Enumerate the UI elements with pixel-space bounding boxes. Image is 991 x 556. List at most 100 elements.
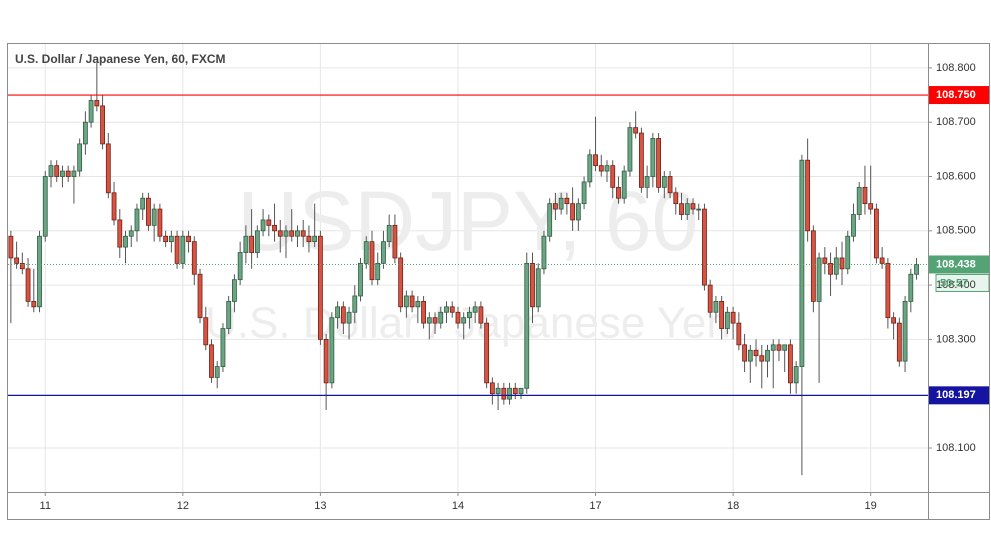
candle-body xyxy=(530,262,535,308)
candle-body xyxy=(610,165,616,188)
candle-body xyxy=(88,100,94,123)
x-tick-label: 17 xyxy=(589,500,601,512)
candle-body xyxy=(191,241,197,275)
candle-body xyxy=(77,143,83,172)
candle-body xyxy=(862,186,868,205)
candle-body xyxy=(507,387,512,400)
x-tick-label: 14 xyxy=(452,500,464,512)
candle-body xyxy=(197,273,203,319)
candle-body xyxy=(782,344,788,351)
candle-body xyxy=(564,197,570,205)
candle-body xyxy=(673,192,679,205)
candle-body xyxy=(25,268,31,302)
candle-body xyxy=(667,176,673,194)
candle-body xyxy=(71,170,77,177)
candle-body xyxy=(547,203,553,237)
candle-body xyxy=(426,317,432,324)
y-tick-label: 108.100 xyxy=(936,442,976,454)
candle-body xyxy=(266,219,272,226)
candle-body xyxy=(128,230,134,237)
candle-body xyxy=(822,257,828,264)
level-box xyxy=(929,86,989,105)
candle-body xyxy=(272,224,277,232)
frame xyxy=(7,43,990,520)
candle-body xyxy=(461,317,467,324)
candle-body xyxy=(570,203,576,221)
candle-body xyxy=(495,387,501,395)
candle-body xyxy=(300,230,306,237)
candle-body xyxy=(593,154,598,167)
y-tick-label: 108.500 xyxy=(936,225,976,237)
candle-body xyxy=(415,300,421,308)
candle-body xyxy=(335,306,341,319)
candle-body xyxy=(535,268,541,308)
candle-body xyxy=(489,382,495,395)
candle-body xyxy=(363,241,369,264)
candle-body xyxy=(186,235,191,243)
candle-body xyxy=(587,154,593,183)
candle-body xyxy=(8,235,14,259)
candle-body xyxy=(134,208,140,232)
y-tick-label: 108.600 xyxy=(936,170,976,182)
candle-body xyxy=(707,284,713,313)
candle-body xyxy=(656,138,661,188)
candle-body xyxy=(42,176,48,237)
x-tick-label: 19 xyxy=(865,500,877,512)
candle-body xyxy=(386,224,392,243)
candle-body xyxy=(100,105,105,145)
candle-body xyxy=(621,170,627,199)
candle-body xyxy=(421,300,426,324)
candle-body xyxy=(598,165,604,172)
candle-body xyxy=(277,230,283,237)
candle-body xyxy=(254,230,260,253)
candle-body xyxy=(283,230,289,237)
candle-body xyxy=(168,235,174,243)
candle-body xyxy=(323,339,329,384)
candle-body xyxy=(82,121,88,145)
candle-body xyxy=(19,262,25,270)
candle-body xyxy=(48,165,54,177)
y-tick-label: 108.400 xyxy=(936,279,976,291)
watermark-name: U.S. Dollar / Japanese Yen xyxy=(205,299,731,348)
candle-body xyxy=(885,262,891,319)
overlay xyxy=(8,86,990,405)
candle-body xyxy=(54,165,60,177)
candle-body xyxy=(793,366,799,384)
candle-body xyxy=(724,311,730,329)
candle-body xyxy=(742,344,747,362)
candle-body xyxy=(765,349,770,362)
candle-body xyxy=(31,300,37,308)
candle-body xyxy=(719,300,725,329)
candle-body xyxy=(432,317,438,324)
candle-body xyxy=(226,300,232,329)
last-price-label: 108.438 xyxy=(936,258,976,270)
candle-body xyxy=(679,203,684,215)
candle-body xyxy=(237,252,243,281)
candle-body xyxy=(524,262,530,389)
grid xyxy=(8,44,932,496)
level-label: 108.750 xyxy=(936,89,976,101)
candle-body xyxy=(65,170,71,177)
candle-body xyxy=(736,322,742,346)
candle-body xyxy=(896,322,902,362)
candle-body xyxy=(180,235,186,264)
candle-body xyxy=(902,300,908,362)
candle-body xyxy=(799,159,805,367)
candle-body xyxy=(558,197,564,210)
countdown-label: 50:57 xyxy=(940,277,968,289)
candle-body xyxy=(702,208,707,286)
candle-body xyxy=(575,203,581,221)
candle-body xyxy=(874,208,879,259)
candle-body xyxy=(157,208,163,237)
candle-body xyxy=(123,235,128,248)
candle-body xyxy=(713,300,719,313)
candle-body xyxy=(151,208,157,226)
chart-title: U.S. Dollar / Japanese Yen, 60, FXCM xyxy=(15,52,226,66)
candle-body xyxy=(553,203,558,210)
candle-body xyxy=(111,192,117,221)
candle-body xyxy=(37,235,42,308)
candle-body xyxy=(828,262,833,275)
candle-body xyxy=(616,186,621,199)
